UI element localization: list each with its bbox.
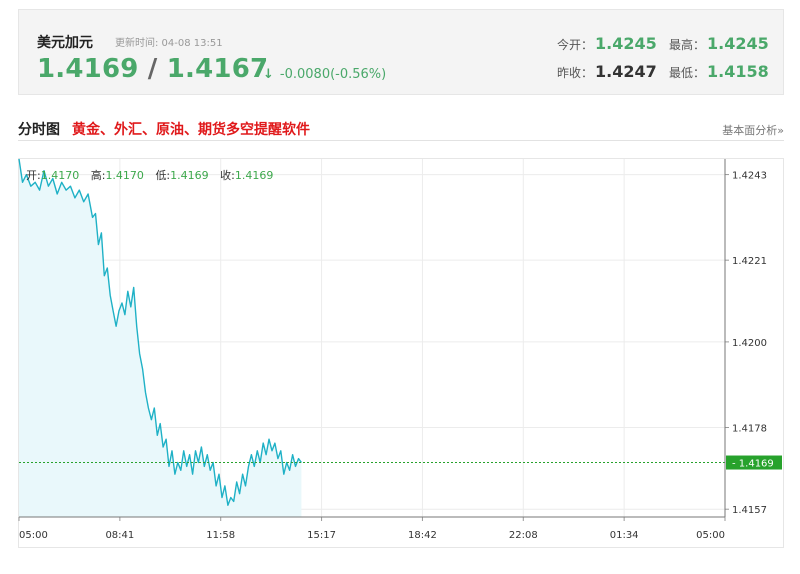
y-tick-label: 1.4243 bbox=[732, 171, 767, 182]
current-price-badge bbox=[726, 455, 782, 470]
current-price-marker: - 1.4169 bbox=[726, 455, 782, 470]
high-label: 最高： bbox=[669, 38, 706, 52]
x-tick-label: 08:41 bbox=[105, 530, 134, 541]
x-tick-label: 22:08 bbox=[509, 530, 538, 541]
section-divider bbox=[18, 140, 784, 141]
ohlc-readout: 开:1.4170 高:1.4170 低:1.4169 收:1.4169 bbox=[26, 167, 273, 183]
section-title: 分时图 bbox=[18, 122, 60, 138]
current-price-label: - 1.4169 bbox=[732, 459, 774, 470]
instrument-name: 美元加元 bbox=[37, 35, 93, 51]
high-value: 1.4245 bbox=[707, 34, 769, 53]
ohlc-open: 开:1.4170 bbox=[26, 169, 80, 182]
prev-close-value: 1.4247 bbox=[595, 62, 657, 81]
down-arrow-icon: ↓ bbox=[263, 67, 274, 82]
ohlc-high: 高:1.4170 bbox=[90, 169, 144, 182]
y-tick-label: 1.4221 bbox=[732, 256, 767, 267]
open-label: 今开： bbox=[557, 38, 594, 52]
change-value: -0.0080(-0.56%) bbox=[279, 67, 387, 82]
y-tick-label: 1.4157 bbox=[732, 505, 767, 516]
ohlc-close: 收:1.4169 bbox=[220, 169, 274, 182]
stat-low: 最低： 1.4158 bbox=[669, 62, 769, 81]
quote-panel: 美元加元 更新时间: 04-08 13:51 1.4169 / 1.4167 ↓… bbox=[18, 9, 784, 95]
bid-ask-price: 1.4169 / 1.4167 bbox=[37, 54, 268, 84]
prev-close-label: 昨收： bbox=[557, 66, 594, 80]
updated-time: 更新时间: 04-08 13:51 bbox=[115, 38, 223, 49]
bid-price: 1.4169 bbox=[37, 54, 139, 84]
x-tick-label: 11:58 bbox=[206, 530, 235, 541]
stat-high: 最高： 1.4245 bbox=[669, 34, 769, 53]
promo-link[interactable]: 黄金、外汇、原油、期货多空提醒软件 bbox=[72, 122, 310, 138]
low-label: 最低： bbox=[669, 66, 706, 80]
ohlc-low: 低:1.4169 bbox=[155, 169, 209, 182]
y-tick-label: 1.4178 bbox=[732, 424, 767, 435]
x-tick-label: 15:17 bbox=[307, 530, 336, 541]
ask-price: 1.4167 bbox=[166, 54, 269, 84]
price-area bbox=[19, 159, 302, 517]
fundamental-analysis-link[interactable]: 基本面分析» bbox=[722, 124, 784, 137]
x-tick-label: 18:42 bbox=[408, 530, 437, 541]
stat-open: 今开： 1.4245 bbox=[557, 34, 657, 53]
price-change: ↓ -0.0080(-0.56%) bbox=[263, 67, 386, 82]
price-line bbox=[18, 158, 302, 506]
price-separator: / bbox=[147, 54, 158, 84]
y-tick-label: 1.4200 bbox=[732, 338, 767, 349]
chart-axes: 05:00 08:41 11:58 15:17 18:42 22:08 01:34 05:00… bbox=[18, 159, 767, 541]
stat-prev-close: 昨收： 1.4247 bbox=[557, 62, 657, 81]
x-tick-label: 01:34 bbox=[610, 530, 639, 541]
low-value: 1.4158 bbox=[707, 62, 769, 81]
open-value: 1.4245 bbox=[595, 34, 657, 53]
x-tick-label: 05:00 bbox=[696, 530, 725, 541]
x-tick-label: 05:00 bbox=[19, 530, 48, 541]
